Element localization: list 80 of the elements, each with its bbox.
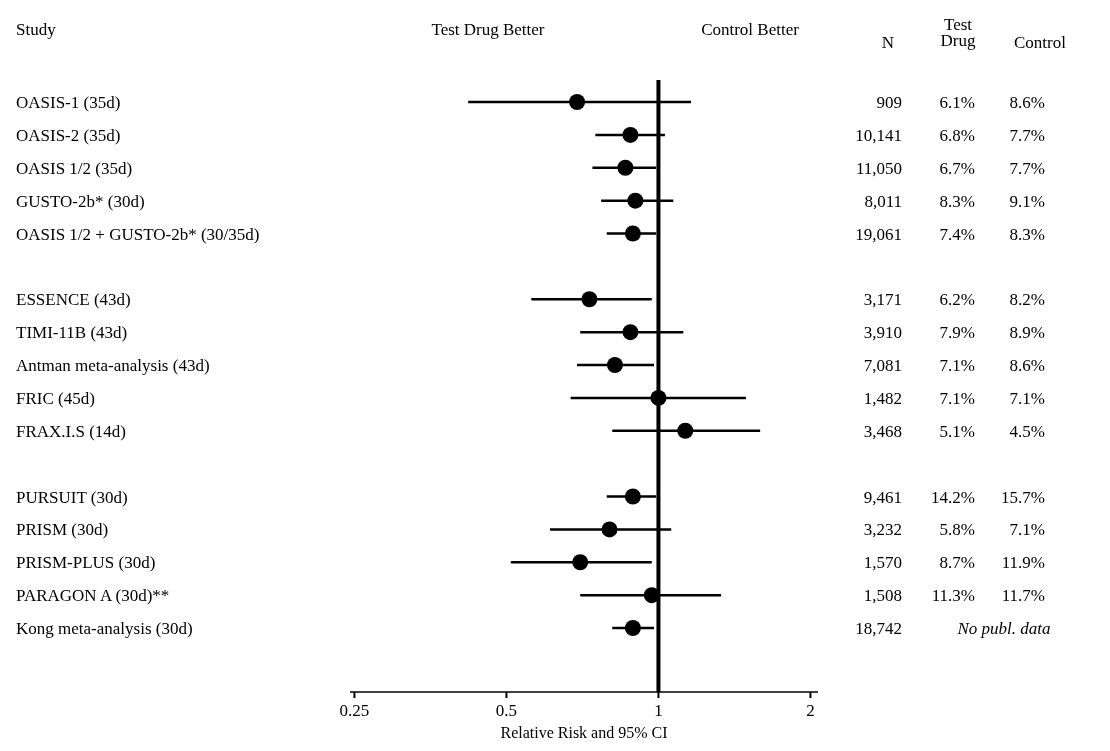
text: 7.7% [1009,125,1045,145]
y-tick-label: PRISM-PLUS (30d) [16,553,156,573]
text: Control [1014,33,1067,52]
text: Test Drug [940,15,976,50]
text: 15.7% [1001,487,1045,507]
x-tick-label: 2 [806,701,815,720]
text: 8.9% [1009,323,1045,343]
text: 4.5% [1009,421,1045,441]
text: 11.9% [1001,553,1045,573]
text: 3,232 [863,520,902,540]
text: 1,570 [863,553,902,573]
x-tick-label: 1 [654,701,663,720]
point [606,357,623,373]
y-tick-label: FRIC (45d) [16,388,95,408]
y-tick-label: ESSENCE (43d) [16,290,131,310]
text: 5.8% [939,520,975,540]
y-tick-label: Antman meta-analysis (43d) [16,356,210,375]
y-tick-label: OASIS-2 (35d) [16,125,121,145]
y-tick-label: PARAGON A (30d)** [16,586,170,606]
point [624,488,641,505]
y-tick-label: FRAX.I.S (14d) [16,421,127,441]
x-tick-label: 0.25 [339,701,370,720]
text: 7.4% [939,224,975,244]
text: 7.9% [939,323,975,343]
text: 6.2% [939,290,975,310]
text: 6.7% [939,158,975,178]
point [624,225,641,242]
text: 7,081 [863,356,902,375]
text: Control Better [701,20,800,39]
text: 3,468 [863,421,902,441]
y-tick-label: OASIS 1/2 (35d) [16,158,133,178]
text: 7.1% [939,388,975,408]
point [627,192,644,209]
text: Test Drug Better [431,20,545,39]
text: 3,910 [863,323,902,343]
y-tick-label: PRISM (30d) [16,520,109,540]
text: 11.7% [1001,586,1045,606]
text: 8.3% [939,191,975,211]
point [601,521,618,538]
text: 8.2% [1009,290,1045,310]
y-tick-label: OASIS 1/2 + GUSTO-2b* (30/35d) [16,224,260,244]
text: 18,742 [855,619,902,638]
text: 5.1% [939,421,975,441]
text: 19,061 [855,224,902,244]
text: 7.7% [1009,158,1045,178]
text: N [881,33,895,52]
text: 10,141 [855,125,902,145]
y-tick-label: Kong meta-analysis (30d) [16,619,193,638]
text: 9,461 [863,487,902,507]
y-tick-label: GUSTO-2b* (30d) [16,191,145,211]
point [624,620,641,636]
point [617,159,634,176]
text: 7.1% [1009,520,1045,540]
y-tick-label: OASIS-1 (35d) [16,93,121,112]
text: 6.8% [939,125,975,145]
y-tick-label: TIMI-11B (43d) [16,323,128,343]
text: 8,011 [864,191,902,211]
y-axis-title: Study [16,20,57,39]
point [622,324,639,341]
text: 909 [876,93,902,112]
point [622,126,639,143]
text: 1,508 [863,586,902,606]
text: 6.1% [939,93,975,112]
text: 14.2% [931,487,975,507]
text: 7.1% [939,356,975,375]
text: 3,171 [863,290,902,310]
point [581,291,598,308]
text: 8.3% [1009,224,1045,244]
x-axis-title: Relative Risk and 95% CI [500,724,668,741]
text: 11,050 [855,158,902,178]
text: 7.1% [1009,388,1045,408]
y-tick-label: PURSUIT (30d) [16,487,128,507]
text: 1,482 [863,388,902,408]
text: 8.6% [1009,93,1045,112]
x-tick-label: 0.5 [495,701,518,720]
text: 8.6% [1009,356,1045,375]
text: 8.7% [939,553,975,573]
text: 11.3% [931,586,975,606]
text: 9.1% [1009,191,1045,211]
text: No publ. data [956,619,1051,638]
